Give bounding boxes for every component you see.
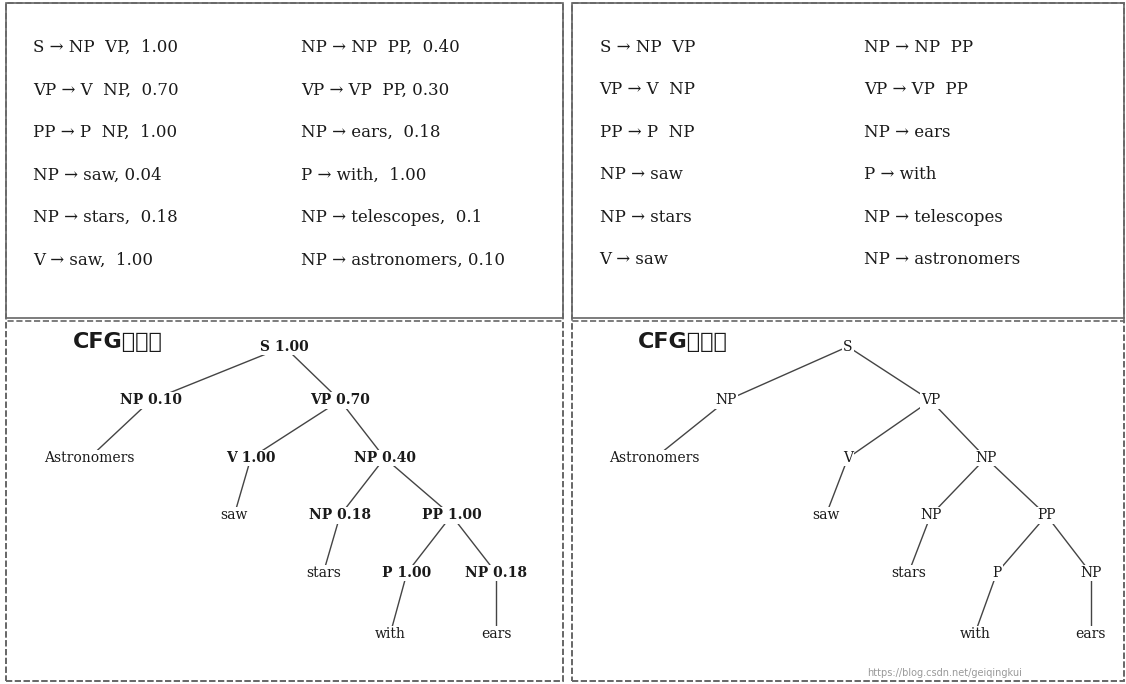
Text: VP 0.70: VP 0.70 [310, 393, 370, 408]
Text: https://blog.csdn.net/geiqingkui: https://blog.csdn.net/geiqingkui [867, 668, 1022, 678]
Text: with: with [375, 627, 405, 641]
Text: NP → astronomers, 0.10: NP → astronomers, 0.10 [301, 251, 506, 268]
Text: ears: ears [1075, 627, 1106, 641]
Text: ears: ears [481, 627, 511, 641]
Text: CFG分析树: CFG分析树 [638, 332, 729, 352]
Text: V → saw,  1.00: V → saw, 1.00 [34, 251, 153, 268]
Text: VP → VP  PP, 0.30: VP → VP PP, 0.30 [301, 81, 449, 98]
Text: VP → V  NP,  0.70: VP → V NP, 0.70 [34, 81, 179, 98]
Text: VP → V  NP: VP → V NP [600, 81, 696, 98]
Text: Astronomers: Astronomers [609, 451, 700, 465]
Text: V: V [843, 451, 852, 465]
Text: P: P [992, 566, 1001, 580]
Text: PP: PP [1037, 508, 1056, 523]
Text: saw: saw [812, 508, 840, 523]
Text: NP → saw, 0.04: NP → saw, 0.04 [34, 166, 162, 183]
Text: S → NP  VP: S → NP VP [600, 39, 695, 56]
Text: NP → stars: NP → stars [600, 209, 691, 226]
Text: NP 0.18: NP 0.18 [309, 508, 372, 523]
Text: NP → NP  PP,  0.40: NP → NP PP, 0.40 [301, 39, 459, 56]
Text: NP: NP [920, 508, 941, 523]
Text: V 1.00: V 1.00 [226, 451, 276, 465]
Text: Astronomers: Astronomers [44, 451, 134, 465]
Text: NP 0.40: NP 0.40 [354, 451, 415, 465]
Text: P → with: P → with [865, 166, 937, 183]
Text: VP → VP  PP: VP → VP PP [865, 81, 968, 98]
Text: NP 0.10: NP 0.10 [119, 393, 181, 408]
Text: S: S [843, 340, 852, 354]
Text: NP → astronomers: NP → astronomers [865, 251, 1020, 268]
Text: P 1.00: P 1.00 [383, 566, 431, 580]
Text: S 1.00: S 1.00 [260, 340, 309, 354]
Text: NP → ears: NP → ears [865, 124, 951, 141]
Text: VP: VP [921, 393, 940, 408]
Text: with: with [959, 627, 990, 641]
Text: NP → ears,  0.18: NP → ears, 0.18 [301, 124, 440, 141]
Text: NP: NP [716, 393, 738, 408]
Text: S → NP  VP,  1.00: S → NP VP, 1.00 [34, 39, 179, 56]
Text: NP: NP [975, 451, 997, 465]
Text: NP → saw: NP → saw [600, 166, 682, 183]
Text: NP → telescopes: NP → telescopes [865, 209, 1003, 226]
Text: saw: saw [221, 508, 248, 523]
Text: stars: stars [891, 566, 926, 580]
Text: NP → telescopes,  0.1: NP → telescopes, 0.1 [301, 209, 482, 226]
Text: stars: stars [306, 566, 341, 580]
Text: CFG分析树: CFG分析树 [72, 332, 162, 352]
Text: NP: NP [1080, 566, 1101, 580]
Text: V → saw: V → saw [600, 251, 669, 268]
Text: NP → NP  PP: NP → NP PP [865, 39, 974, 56]
Text: PP → P  NP,  1.00: PP → P NP, 1.00 [34, 124, 178, 141]
Text: NP → stars,  0.18: NP → stars, 0.18 [34, 209, 178, 226]
Text: PP → P  NP: PP → P NP [600, 124, 694, 141]
Text: P → with,  1.00: P → with, 1.00 [301, 166, 427, 183]
Text: NP 0.18: NP 0.18 [465, 566, 527, 580]
Text: PP 1.00: PP 1.00 [421, 508, 482, 523]
